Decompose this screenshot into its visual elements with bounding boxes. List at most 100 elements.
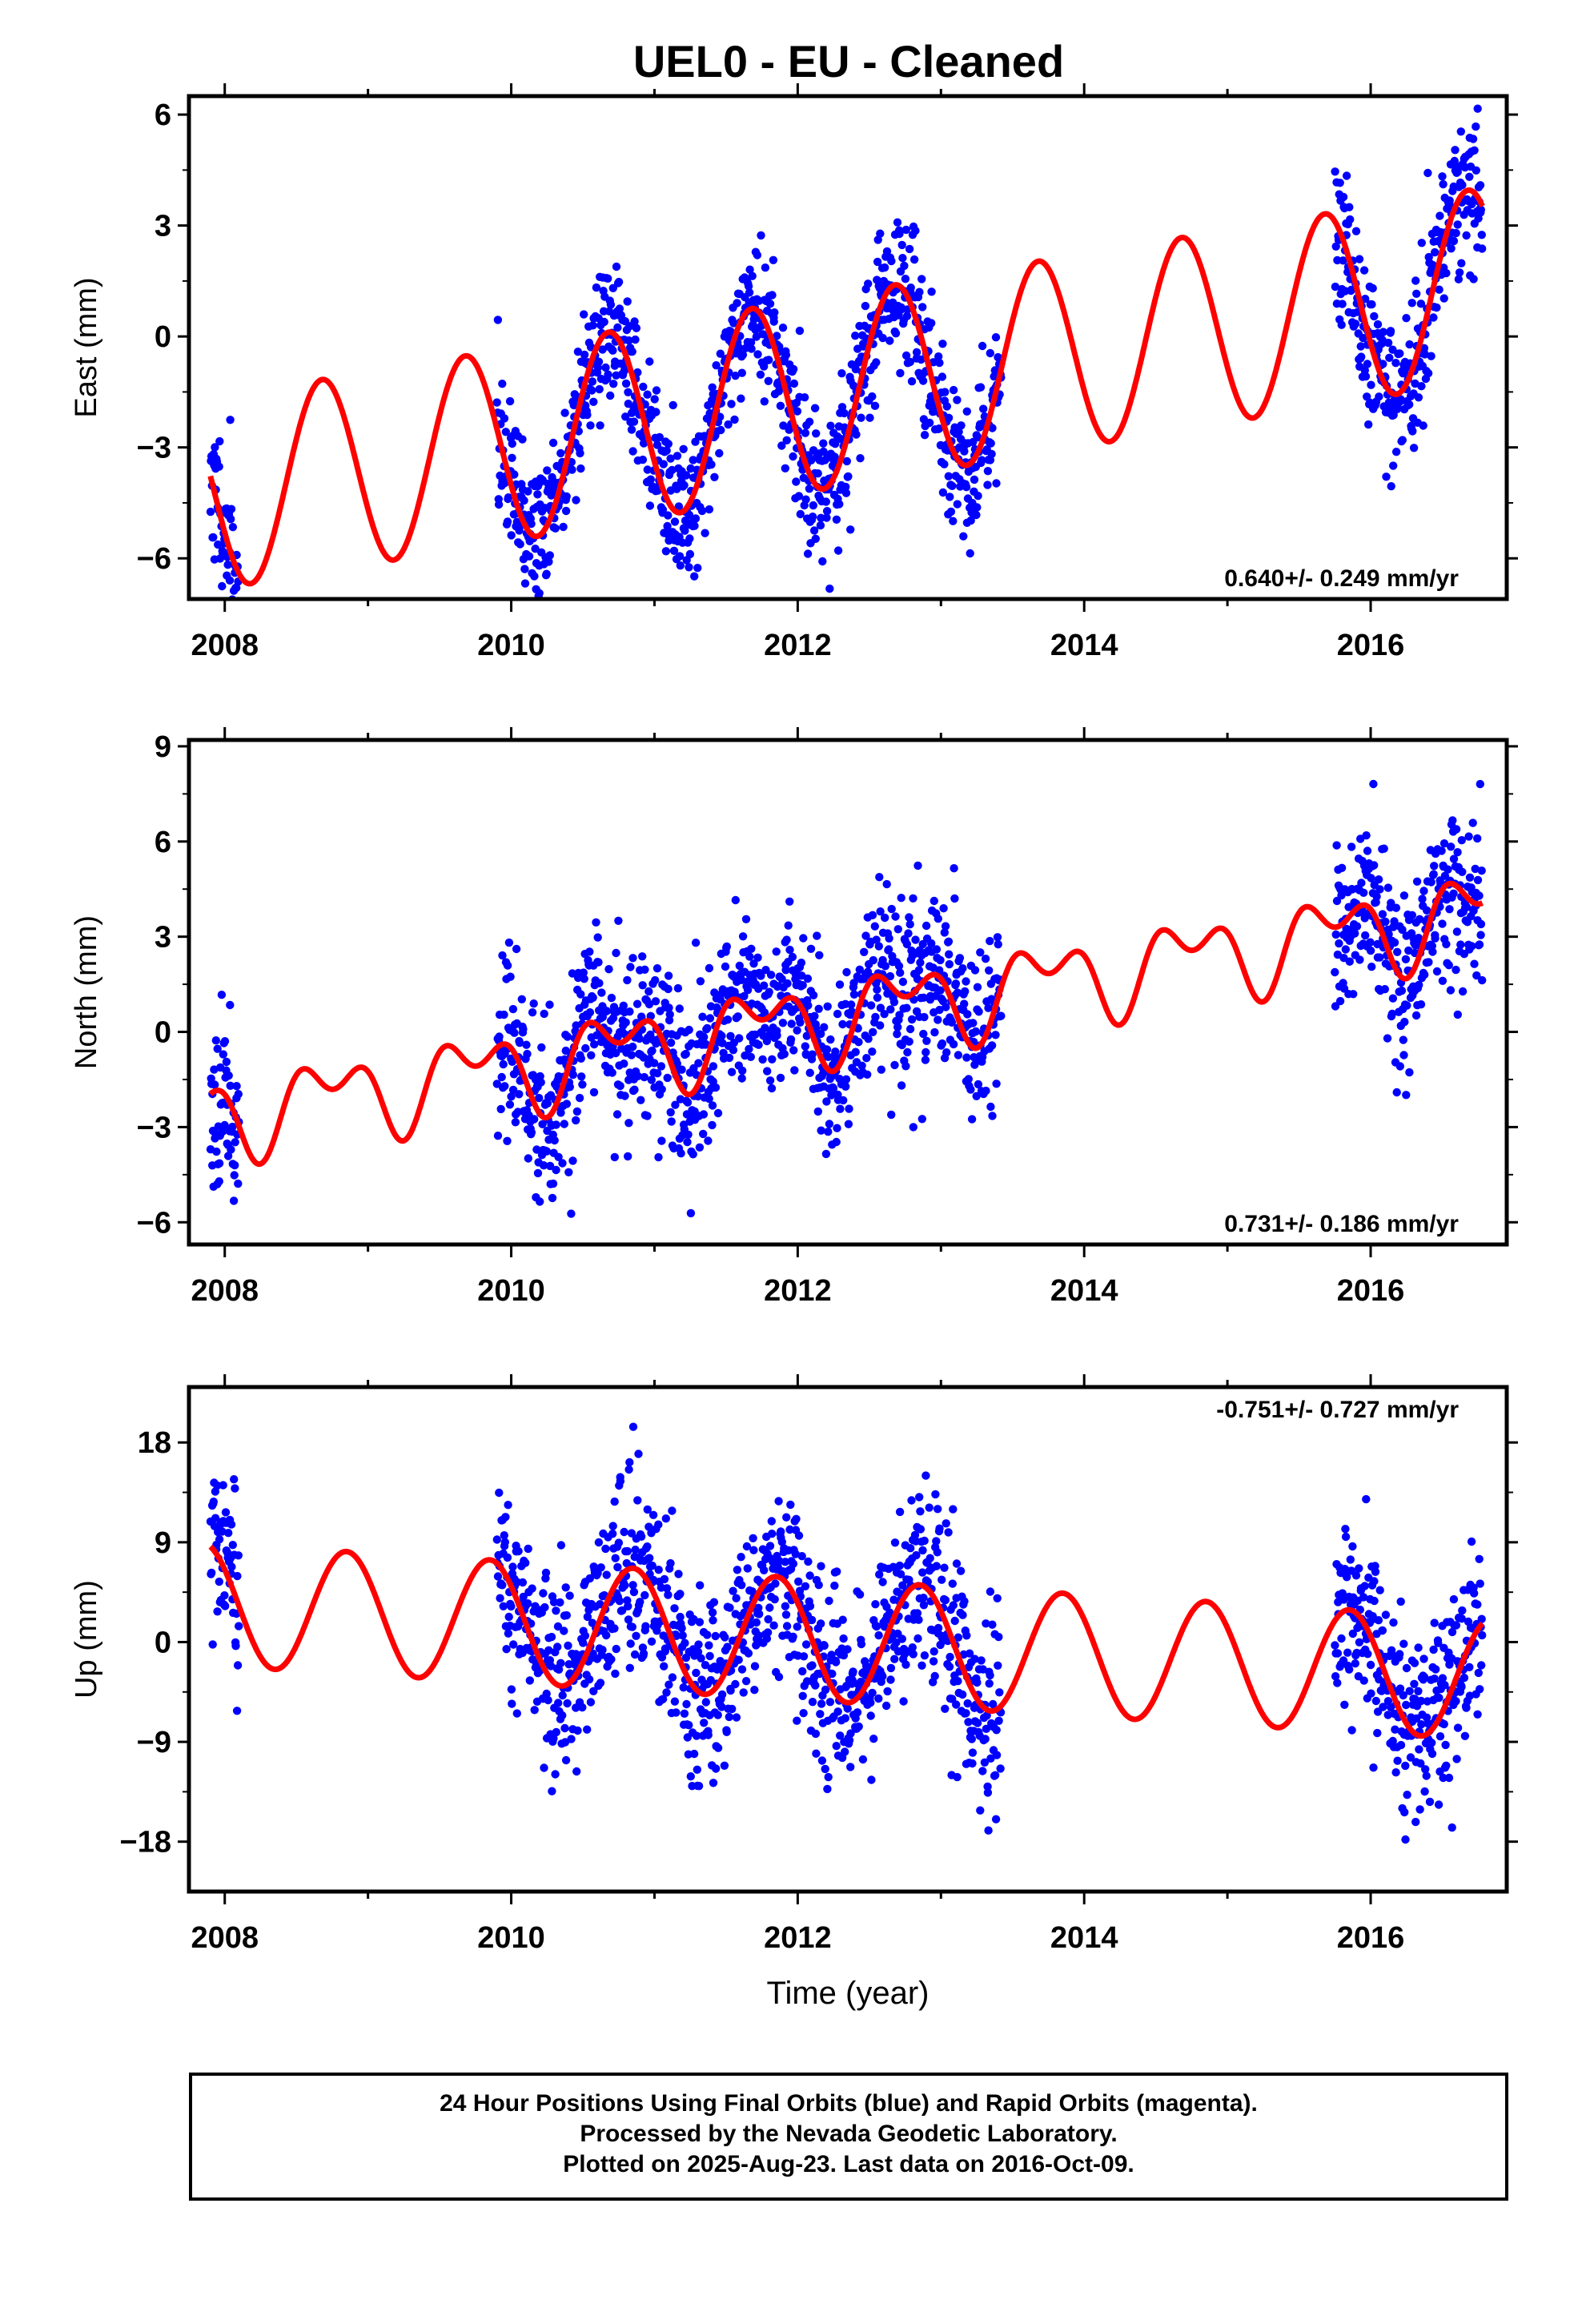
data-point — [583, 1725, 592, 1734]
data-point — [826, 421, 835, 430]
data-point — [218, 581, 227, 591]
data-point — [553, 1622, 563, 1631]
data-point — [685, 1025, 693, 1035]
data-point — [1468, 135, 1478, 143]
data-point — [870, 922, 880, 931]
data-point — [875, 1570, 884, 1579]
data-point — [1395, 1650, 1404, 1659]
data-point — [930, 896, 939, 906]
data-point — [764, 376, 773, 385]
data-point — [774, 1672, 784, 1682]
data-point — [562, 1100, 572, 1108]
data-point — [596, 1600, 604, 1609]
y-tick-label: −3 — [137, 432, 171, 465]
data-point — [1367, 300, 1376, 309]
data-point — [667, 1117, 676, 1126]
footer-line-2: Processed by the Nevada Geodetic Laborat… — [580, 2121, 1117, 2147]
data-point — [953, 500, 962, 509]
data-point — [893, 218, 902, 227]
data-point — [793, 1026, 801, 1035]
data-point — [676, 1590, 685, 1598]
data-point — [915, 287, 924, 296]
data-point — [760, 981, 769, 990]
data-point — [1465, 172, 1474, 181]
data-point — [492, 1080, 501, 1088]
chart-title: UEL0 - EU - Cleaned — [633, 36, 1064, 86]
data-point — [1360, 1582, 1369, 1590]
data-point — [507, 531, 516, 540]
data-point — [841, 1714, 850, 1723]
data-point — [1427, 1749, 1437, 1759]
data-point — [583, 1612, 592, 1622]
data-point — [498, 1581, 507, 1590]
data-point — [595, 979, 604, 987]
data-point — [1415, 1745, 1423, 1754]
data-point — [1355, 1638, 1364, 1647]
data-point — [604, 370, 612, 379]
data-point — [548, 1193, 557, 1203]
data-point — [838, 1019, 847, 1029]
data-point — [590, 1039, 599, 1049]
data-point — [901, 1660, 910, 1669]
data-point — [508, 1562, 517, 1571]
data-point — [966, 516, 975, 525]
data-point — [886, 1663, 896, 1673]
data-point — [738, 350, 748, 360]
data-point — [607, 993, 616, 1003]
data-point — [1345, 1665, 1354, 1674]
data-point — [1362, 1494, 1371, 1504]
data-point — [733, 299, 741, 308]
data-point — [962, 1631, 971, 1640]
data-point — [1411, 1817, 1420, 1827]
data-point — [857, 1639, 866, 1649]
data-point — [732, 1594, 741, 1602]
data-point — [866, 1698, 875, 1707]
data-point — [949, 1601, 958, 1610]
data-point — [790, 1066, 799, 1075]
data-point — [902, 939, 912, 949]
data-point — [612, 1048, 620, 1058]
data-point — [626, 963, 635, 971]
data-point — [1471, 864, 1480, 874]
data-point — [658, 505, 668, 514]
data-point — [799, 934, 808, 943]
data-point — [503, 517, 512, 526]
data-point — [833, 546, 843, 555]
data-point — [636, 1532, 646, 1542]
data-point — [867, 1775, 876, 1784]
data-point — [610, 1152, 619, 1162]
data-point — [847, 1000, 856, 1009]
data-point — [609, 380, 618, 388]
data-point — [1414, 1643, 1423, 1652]
data-point — [207, 1568, 216, 1578]
data-point — [645, 357, 654, 366]
data-point — [1398, 925, 1407, 935]
data-point — [950, 1616, 959, 1626]
data-point — [717, 1690, 727, 1699]
data-point — [905, 1037, 913, 1046]
data-point — [794, 492, 804, 501]
data-point — [624, 1615, 633, 1624]
data-point — [842, 456, 852, 466]
data-point — [530, 1706, 539, 1715]
data-point — [907, 377, 917, 386]
data-point — [664, 440, 673, 448]
data-point — [938, 372, 947, 381]
data-point — [781, 351, 791, 360]
data-point — [789, 364, 798, 374]
data-point — [993, 1594, 1002, 1603]
data-point — [1476, 779, 1485, 789]
data-point — [597, 988, 606, 997]
data-point — [552, 1727, 560, 1737]
data-point — [830, 452, 839, 461]
data-point — [1431, 934, 1439, 943]
data-point — [1475, 1554, 1484, 1564]
data-point — [731, 895, 740, 905]
data-point — [633, 368, 642, 377]
data-point — [1379, 360, 1387, 368]
data-point — [1370, 312, 1379, 321]
data-point — [608, 346, 617, 355]
data-point — [1331, 242, 1340, 251]
data-point — [607, 1655, 616, 1664]
data-point — [1424, 958, 1433, 967]
